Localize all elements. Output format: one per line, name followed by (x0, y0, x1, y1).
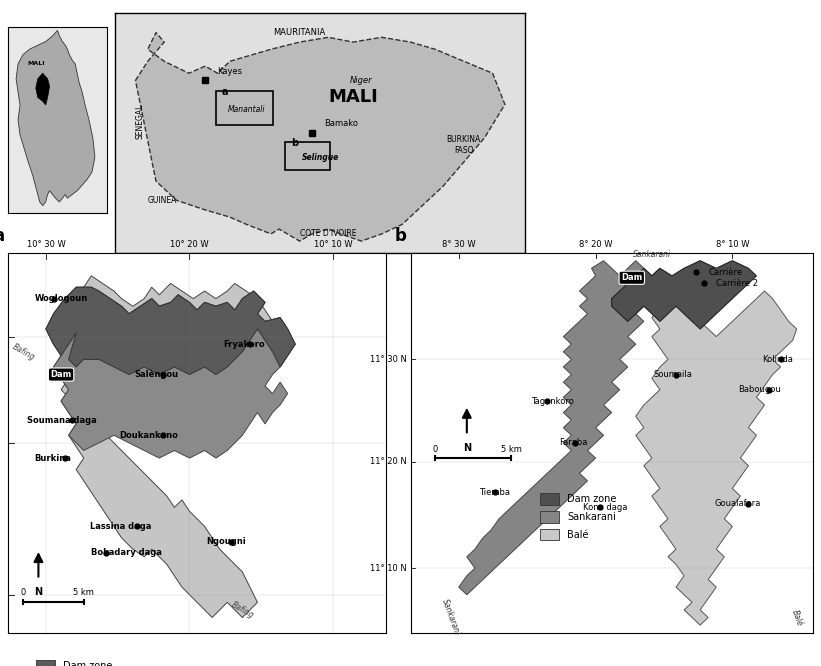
Text: 8° 30 W: 8° 30 W (442, 240, 475, 249)
Text: Fryakoro: Fryakoro (223, 340, 265, 349)
Text: Dam: Dam (621, 273, 642, 282)
Text: Sankarani: Sankarani (440, 598, 461, 637)
Text: Kona daga: Kona daga (584, 503, 628, 512)
Text: 8° 10 W: 8° 10 W (716, 240, 749, 249)
Text: Kolinda: Kolinda (762, 355, 793, 364)
Polygon shape (635, 291, 796, 625)
Text: Bafing: Bafing (11, 342, 36, 362)
Text: 10° 20 W: 10° 20 W (170, 240, 209, 249)
Text: Carrière 2: Carrière 2 (716, 279, 759, 288)
Text: Balé: Balé (790, 608, 804, 627)
Text: Babougou: Babougou (738, 385, 781, 394)
Text: Lassina daga: Lassina daga (90, 522, 152, 531)
Text: 11° 10 N: 11° 10 N (369, 563, 406, 573)
Text: 5 km: 5 km (73, 587, 94, 597)
Text: COTE D'IVOIRE: COTE D'IVOIRE (300, 229, 356, 238)
Text: Sankarani: Sankarani (633, 250, 671, 260)
Text: Faraba: Faraba (559, 438, 588, 448)
Text: 11° 20 N: 11° 20 N (369, 458, 406, 466)
Polygon shape (612, 260, 756, 329)
Text: Doukankono: Doukankono (119, 431, 178, 440)
Legend: Dam zone, Middle zone, Upstream zone: Dam zone, Middle zone, Upstream zone (32, 656, 141, 666)
Text: Soumana daga: Soumana daga (27, 416, 97, 425)
Polygon shape (459, 260, 660, 595)
Text: Tagankoro: Tagankoro (531, 397, 574, 406)
Text: Carrière: Carrière (709, 268, 742, 276)
Legend: Dam zone, Sankarani, Balé: Dam zone, Sankarani, Balé (536, 490, 621, 544)
Polygon shape (46, 276, 296, 617)
Text: Dam: Dam (50, 370, 71, 379)
Text: SENEGAL: SENEGAL (135, 103, 144, 139)
Text: Bafing: Bafing (230, 600, 255, 620)
Text: Soumaila: Soumaila (654, 370, 692, 379)
Polygon shape (135, 33, 505, 241)
Text: 8° 20 W: 8° 20 W (579, 240, 612, 249)
Text: b: b (394, 228, 406, 246)
Text: a: a (0, 228, 4, 246)
Text: MAURITANIA: MAURITANIA (273, 28, 326, 37)
Polygon shape (16, 31, 95, 206)
Text: 11° 30 N: 11° 30 N (369, 355, 406, 364)
Text: 0: 0 (21, 587, 26, 597)
Text: Salèngou: Salèngou (134, 370, 178, 380)
Text: Tiemba: Tiemba (479, 488, 510, 497)
Text: Selingue: Selingue (301, 153, 339, 162)
Text: Bamako: Bamako (324, 119, 358, 129)
Text: Niger: Niger (350, 76, 373, 85)
Text: GUINEA: GUINEA (148, 196, 177, 205)
Text: Kayes: Kayes (218, 67, 243, 76)
Text: a: a (222, 87, 228, 97)
Polygon shape (46, 287, 296, 458)
Text: 0: 0 (432, 444, 438, 454)
Text: BURKINA
FASO: BURKINA FASO (447, 135, 481, 155)
Text: N: N (463, 443, 471, 453)
Text: Goualafara: Goualafara (714, 499, 760, 508)
Text: Woglogoun: Woglogoun (34, 294, 88, 303)
Text: b: b (291, 138, 299, 148)
Text: Burkina: Burkina (34, 454, 71, 463)
Text: Manantali: Manantali (227, 105, 265, 114)
Polygon shape (36, 73, 49, 105)
Text: 5 km: 5 km (501, 444, 521, 454)
Text: N: N (34, 587, 43, 597)
Text: Bokadary daga: Bokadary daga (91, 549, 163, 557)
Text: MALI: MALI (27, 61, 44, 67)
Text: 10° 10 W: 10° 10 W (314, 240, 352, 249)
Text: Ngougni: Ngougni (206, 537, 246, 546)
Text: MALI: MALI (328, 88, 378, 107)
Polygon shape (46, 287, 296, 374)
Text: 10° 30 W: 10° 30 W (26, 240, 66, 249)
